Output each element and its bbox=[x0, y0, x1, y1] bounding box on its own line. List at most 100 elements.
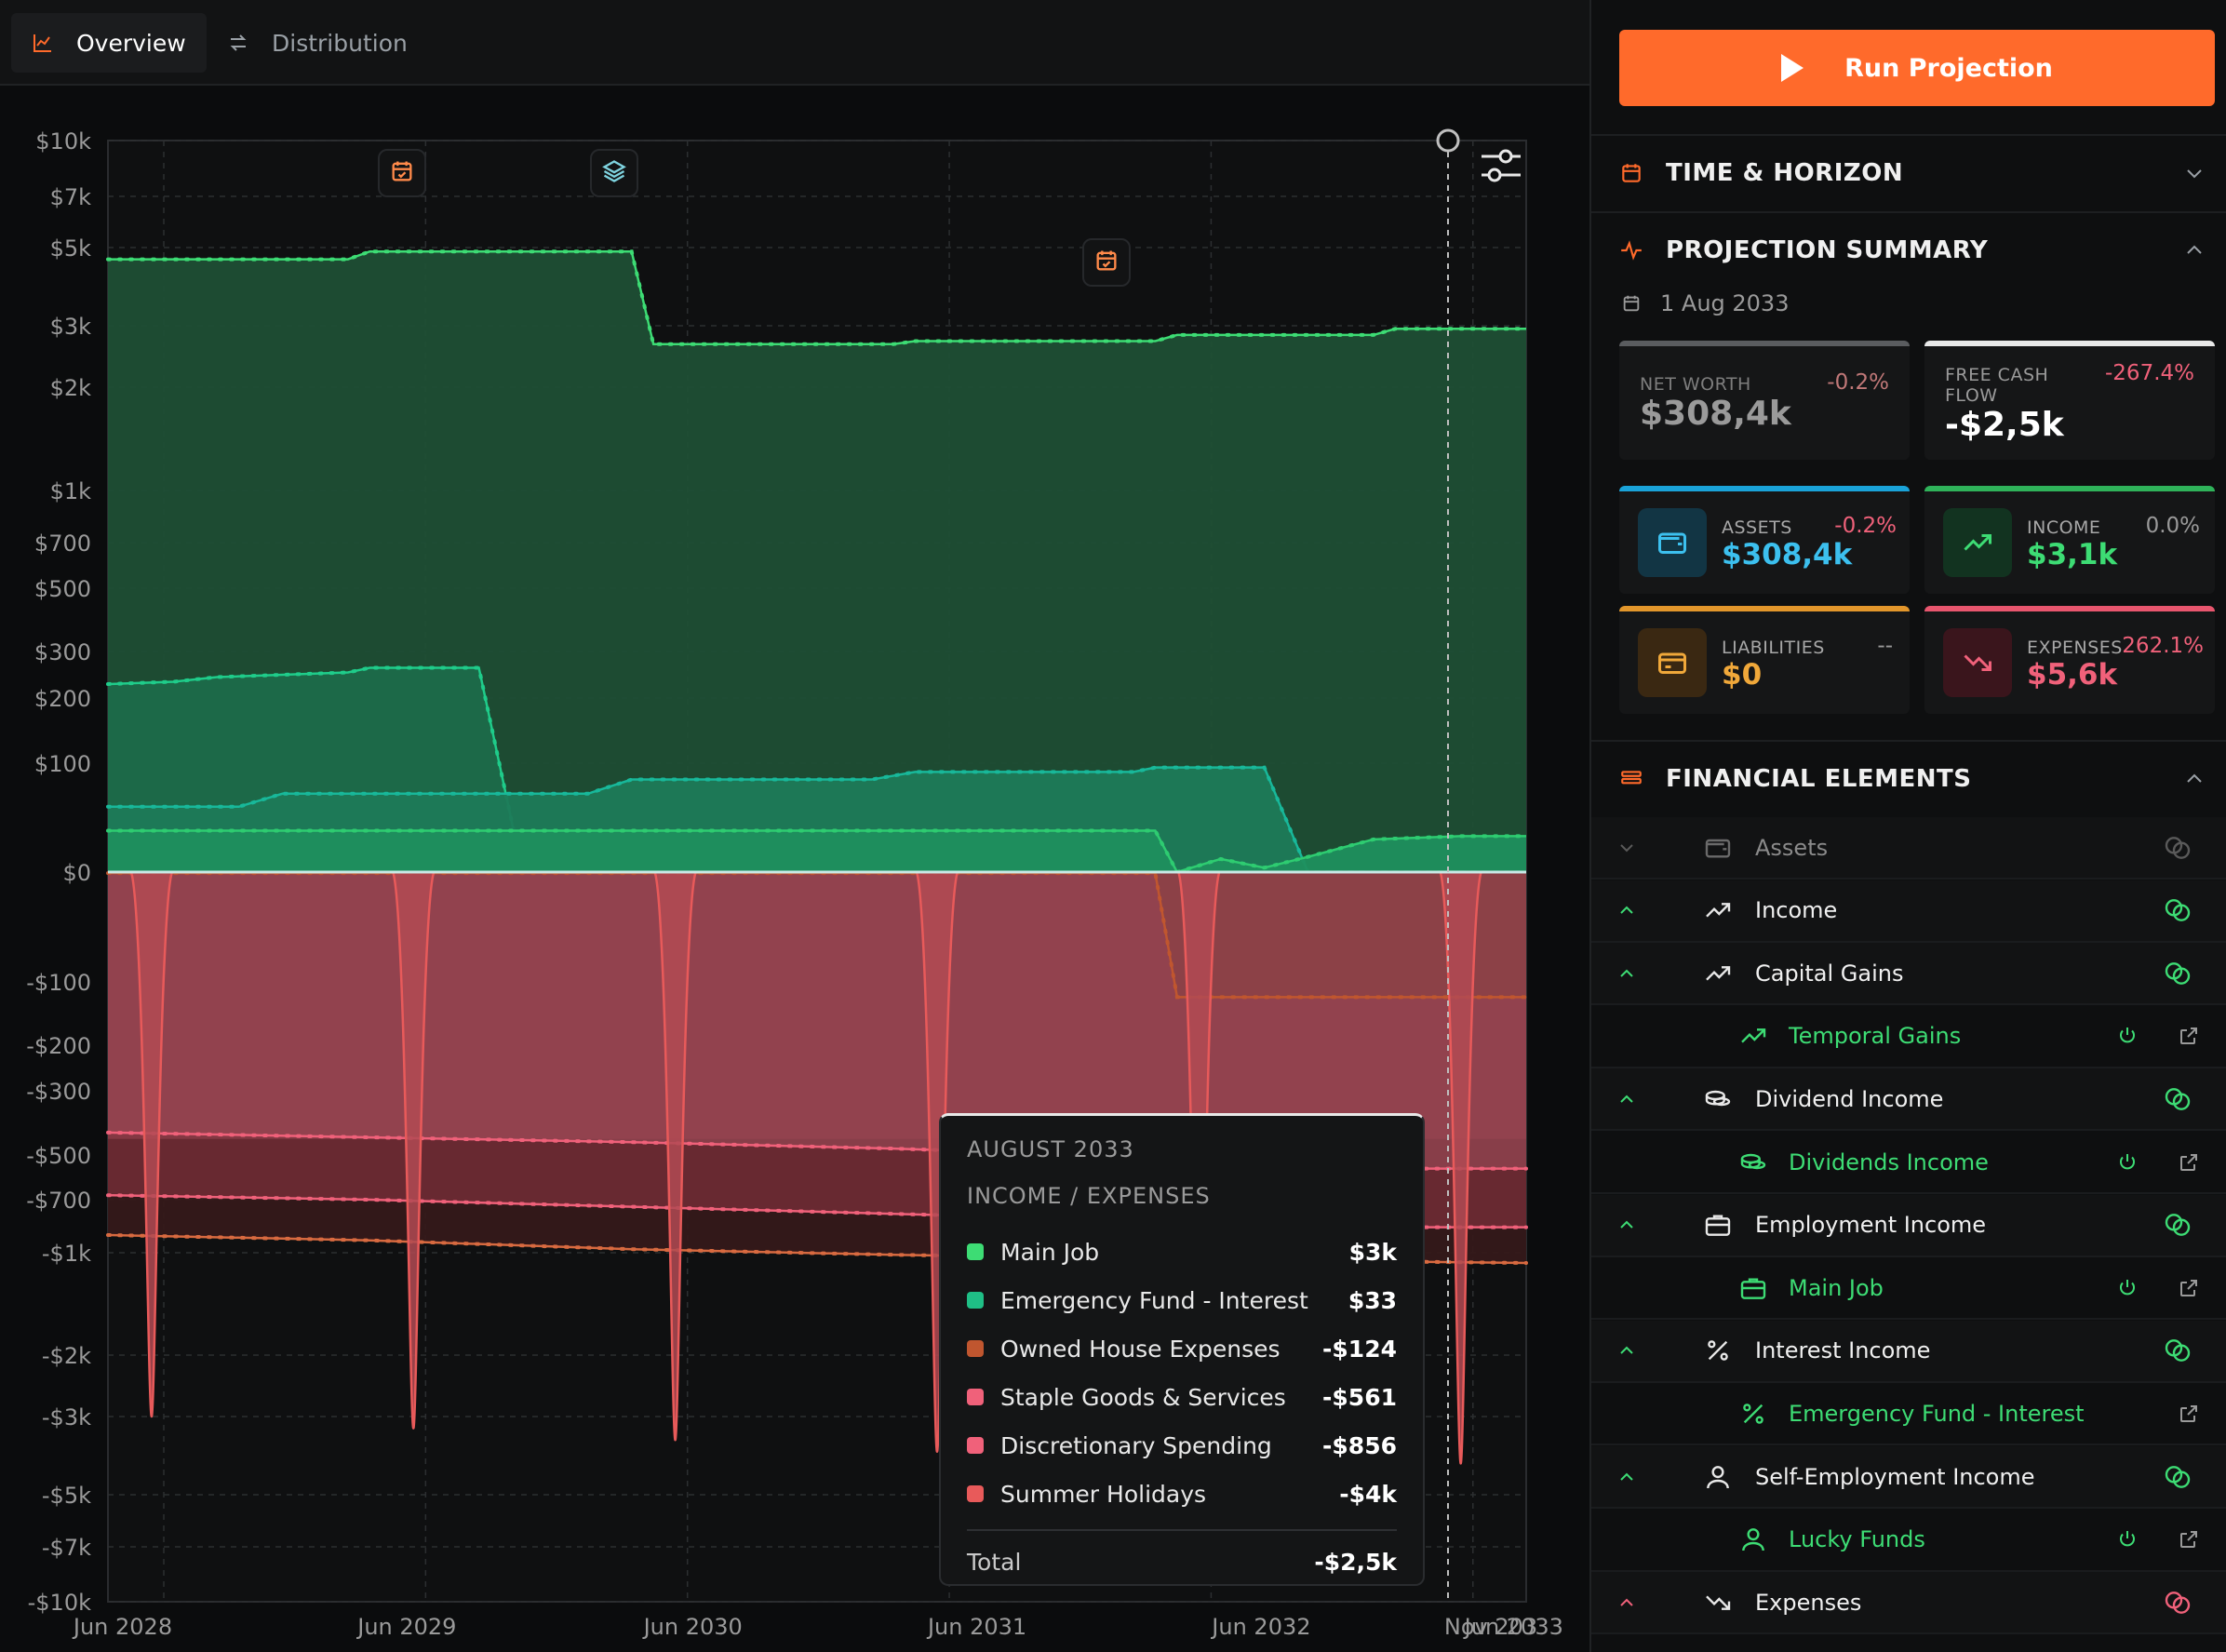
chevron-up-icon[interactable] bbox=[1616, 1214, 1638, 1236]
run-projection-button[interactable]: Run Projection bbox=[1619, 30, 2215, 106]
power-icon[interactable] bbox=[2116, 1277, 2139, 1299]
chevron-down-icon[interactable] bbox=[2183, 162, 2206, 184]
activity-icon bbox=[1619, 238, 1643, 262]
calendar-check-icon bbox=[1093, 248, 1120, 277]
tab-distribution[interactable]: Distribution bbox=[207, 13, 428, 73]
y-tick-label: -$5k bbox=[42, 1483, 91, 1509]
free-cash-flow-label: FREE CASH FLOW bbox=[1945, 365, 2048, 406]
tooltip-row-name: Summer Holidays bbox=[1000, 1480, 1207, 1508]
chevron-up-icon[interactable] bbox=[1616, 1088, 1638, 1110]
tooltip-subtitle: INCOME / EXPENSES bbox=[967, 1183, 1211, 1209]
financial-element-self-employment-income[interactable]: Self-Employment Income bbox=[1591, 1446, 2226, 1509]
liabilities-card[interactable]: LIABILITIES -- $0 bbox=[1619, 606, 1910, 714]
power-icon[interactable] bbox=[2116, 1025, 2139, 1047]
financial-element-dividends-income[interactable]: Dividends Income bbox=[1591, 1132, 2226, 1194]
y-tick-label: $0 bbox=[62, 860, 91, 886]
tooltip-row-value: -$4k bbox=[1339, 1480, 1397, 1508]
chevron-up-icon[interactable] bbox=[1616, 1339, 1638, 1362]
financial-element-employment-income[interactable]: Employment Income bbox=[1591, 1194, 2226, 1257]
financial-element-label: Lucky Funds bbox=[1789, 1526, 1925, 1553]
y-tick-label: $100 bbox=[34, 751, 91, 777]
chevron-up-icon[interactable] bbox=[1616, 1466, 1638, 1488]
financial-element-main-job[interactable]: Main Job bbox=[1591, 1257, 2226, 1321]
link-icon[interactable] bbox=[2163, 895, 2192, 925]
control-sidebar: Run Projection TIME & HORIZON PROJECTION… bbox=[1589, 0, 2226, 1652]
chevron-up-icon[interactable] bbox=[1616, 899, 1638, 921]
percent-icon bbox=[1703, 1336, 1733, 1365]
financial-element-capital-gains[interactable]: Capital Gains bbox=[1591, 943, 2226, 1006]
link-icon[interactable] bbox=[2163, 1210, 2192, 1240]
tooltip-row-value: $33 bbox=[1348, 1286, 1397, 1314]
link-icon[interactable] bbox=[2163, 959, 2192, 988]
y-tick-label: $500 bbox=[34, 576, 91, 602]
y-tick-label: -$300 bbox=[26, 1079, 91, 1105]
chart-settings-button[interactable] bbox=[1476, 143, 1524, 192]
financial-element-assets[interactable]: Assets bbox=[1591, 817, 2226, 880]
chevron-up-icon[interactable] bbox=[1616, 962, 1638, 985]
financial-element-interest-income[interactable]: Interest Income bbox=[1591, 1320, 2226, 1383]
power-icon[interactable] bbox=[2116, 1528, 2139, 1551]
financial-element-label: Dividends Income bbox=[1789, 1148, 1989, 1175]
financial-element-label: Employment Income bbox=[1755, 1212, 1987, 1239]
link-icon[interactable] bbox=[2163, 1336, 2192, 1365]
chart-svg: $10k $7k $5k $3k $2k $1k $700 $500 $300 $200 $100 $… bbox=[26, 128, 1563, 1640]
financial-element-expenses[interactable]: Expenses bbox=[1591, 1572, 2226, 1635]
calendar-icon bbox=[1619, 161, 1643, 185]
link-icon[interactable] bbox=[2163, 1588, 2192, 1618]
tab-overview[interactable]: Overview bbox=[11, 13, 207, 73]
chevron-up-icon[interactable] bbox=[2183, 768, 2206, 790]
external-link-icon[interactable] bbox=[2178, 1277, 2200, 1299]
free-cash-flow-card[interactable]: FREE CASH FLOW -267.4% -$2,5k bbox=[1924, 341, 2215, 460]
financial-element-lucky-funds[interactable]: Lucky Funds bbox=[1591, 1509, 2226, 1572]
link-icon[interactable] bbox=[2163, 1084, 2192, 1114]
chevron-up-icon[interactable] bbox=[1616, 1592, 1638, 1614]
event-calendar-button[interactable] bbox=[378, 149, 426, 197]
tooltip-row: Discretionary Spending -$856 bbox=[967, 1421, 1397, 1470]
assets-card[interactable]: ASSETS -0.2% $308,4k bbox=[1619, 486, 1910, 594]
y-tick-label: -$100 bbox=[26, 970, 91, 996]
external-link-icon[interactable] bbox=[2178, 1528, 2200, 1551]
income-label: INCOME bbox=[2027, 517, 2101, 538]
y-tick-label: -$200 bbox=[26, 1033, 91, 1059]
financial-element-dividend-income[interactable]: Dividend Income bbox=[1591, 1068, 2226, 1132]
chevron-down-icon[interactable] bbox=[1616, 837, 1638, 859]
trend-up-icon bbox=[1943, 508, 2012, 577]
layers-button[interactable] bbox=[590, 149, 638, 197]
net-worth-card[interactable]: NET WORTH -0.2% $308,4k bbox=[1619, 341, 1910, 460]
income-card[interactable]: INCOME 0.0% $3,1k bbox=[1924, 486, 2215, 594]
link-icon[interactable] bbox=[2163, 833, 2192, 863]
time-horizon-header[interactable]: TIME & HORIZON bbox=[1591, 134, 2226, 210]
event-calendar-button-2[interactable] bbox=[1082, 238, 1131, 287]
tooltip-row-name: Emergency Fund - Interest bbox=[1000, 1286, 1308, 1314]
external-link-icon[interactable] bbox=[2178, 1151, 2200, 1174]
projection-chart[interactable]: $10k $7k $5k $3k $2k $1k $700 $500 $300 $200 $100 $… bbox=[0, 87, 1589, 1652]
tooltip-row-name: Staple Goods & Services bbox=[1000, 1383, 1286, 1411]
financial-elements-header[interactable]: FINANCIAL ELEMENTS bbox=[1591, 740, 2226, 816]
financial-element-income[interactable]: Income bbox=[1591, 880, 2226, 943]
expenses-card[interactable]: EXPENSES 262.1% $5,6k bbox=[1924, 606, 2215, 714]
free-cash-flow-label-line2: FLOW bbox=[1945, 385, 1998, 406]
wallet-icon bbox=[1638, 508, 1707, 577]
tooltip-row: Summer Holidays -$4k bbox=[967, 1470, 1397, 1518]
expenses-pct: 262.1% bbox=[2122, 634, 2204, 658]
financial-element-label: Capital Gains bbox=[1755, 960, 1904, 987]
trend-up-icon bbox=[1703, 959, 1733, 988]
liabilities-label: LIABILITIES bbox=[1722, 638, 1825, 658]
tooltip-row: Owned House Expenses -$124 bbox=[967, 1324, 1397, 1373]
card-accent-bar bbox=[1619, 486, 1910, 491]
y-tick-label: -$500 bbox=[26, 1143, 91, 1169]
card-accent-bar bbox=[1619, 606, 1910, 611]
time-horizon-title: TIME & HORIZON bbox=[1666, 159, 1904, 187]
financial-element-emergency-fund-interest[interactable]: Emergency Fund - Interest bbox=[1591, 1383, 2226, 1446]
external-link-icon[interactable] bbox=[2178, 1403, 2200, 1425]
power-icon[interactable] bbox=[2116, 1151, 2139, 1174]
projection-summary-header[interactable]: PROJECTION SUMMARY bbox=[1591, 211, 2226, 288]
external-link-icon[interactable] bbox=[2178, 1025, 2200, 1047]
chevron-up-icon[interactable] bbox=[2183, 239, 2206, 262]
financial-element-temporal-gains[interactable]: Temporal Gains bbox=[1591, 1005, 2226, 1068]
run-projection-label: Run Projection bbox=[1844, 53, 2053, 83]
y-tick-label: $300 bbox=[34, 639, 91, 665]
y-tick-label: $700 bbox=[34, 531, 91, 557]
link-icon[interactable] bbox=[2163, 1462, 2192, 1492]
free-cash-flow-label-line1: FREE CASH bbox=[1945, 365, 2049, 385]
